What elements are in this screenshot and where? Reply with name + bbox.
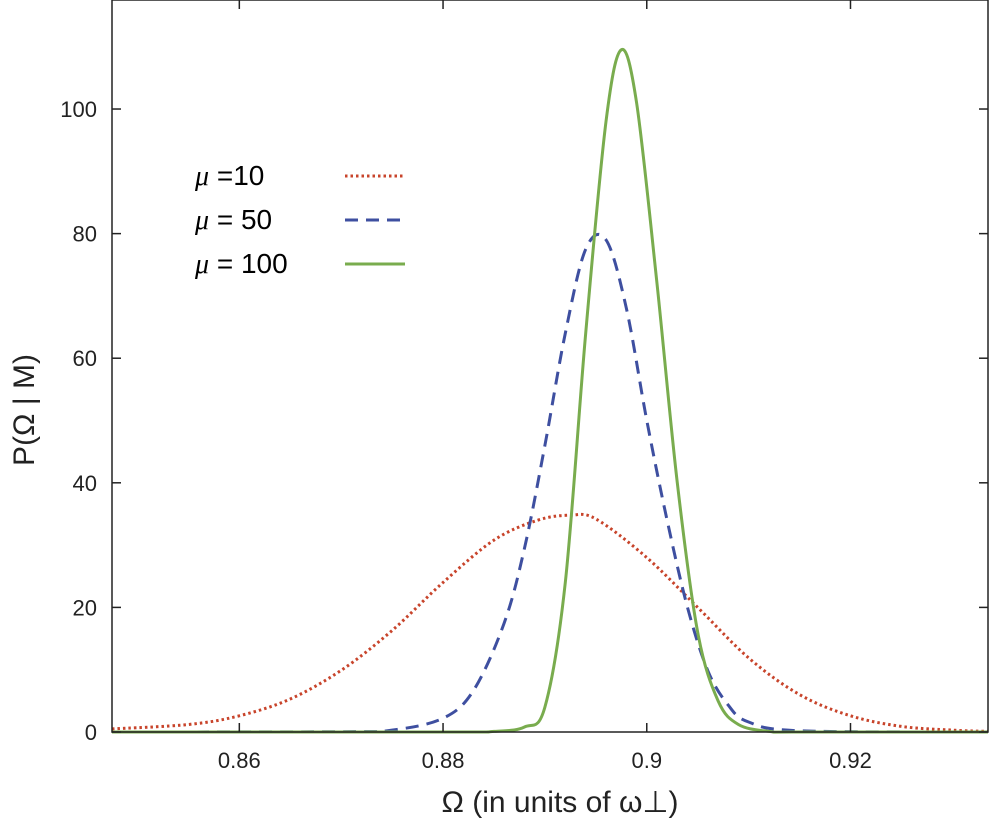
- legend-value: = 100: [209, 248, 288, 279]
- curves-group: [111, 48, 989, 734]
- series-line-2: [111, 232, 989, 734]
- legend: μ =10μ = 50μ = 100: [194, 160, 405, 280]
- y-axis-label: P(Ω | M): [8, 354, 41, 466]
- series-line-1: [111, 512, 989, 733]
- x-tick-label: 0.86: [218, 748, 261, 773]
- y-tick-label: 40: [73, 471, 97, 496]
- ticks-group: 0.86 0.88 0.9 0.92 0 20 40 60 80 100: [60, 0, 988, 773]
- legend-label-2: μ = 50: [194, 204, 272, 236]
- legend-mu-symbol: μ: [194, 205, 209, 236]
- x-tick-label: 0.88: [422, 748, 465, 773]
- legend-mu-symbol: μ: [194, 249, 209, 280]
- legend-label-1: μ =10: [194, 160, 264, 192]
- y-tick-label: 80: [73, 222, 97, 247]
- x-axis-label: Ω (in units of ω⊥): [441, 786, 678, 819]
- x-tick-label: 0.92: [829, 748, 872, 773]
- y-tick-label: 20: [73, 595, 97, 620]
- y-tick-label: 0: [85, 720, 97, 745]
- plot-area-frame: [111, 0, 989, 733]
- legend-label-3: μ = 100: [194, 248, 288, 280]
- legend-value: =10: [209, 160, 264, 191]
- legend-mu-symbol: μ: [194, 161, 209, 192]
- y-tick-label: 60: [73, 346, 97, 371]
- y-tick-label: 100: [60, 97, 97, 122]
- legend-value: = 50: [209, 204, 272, 235]
- x-tick-label: 0.9: [631, 748, 662, 773]
- series-line-3: [111, 48, 989, 734]
